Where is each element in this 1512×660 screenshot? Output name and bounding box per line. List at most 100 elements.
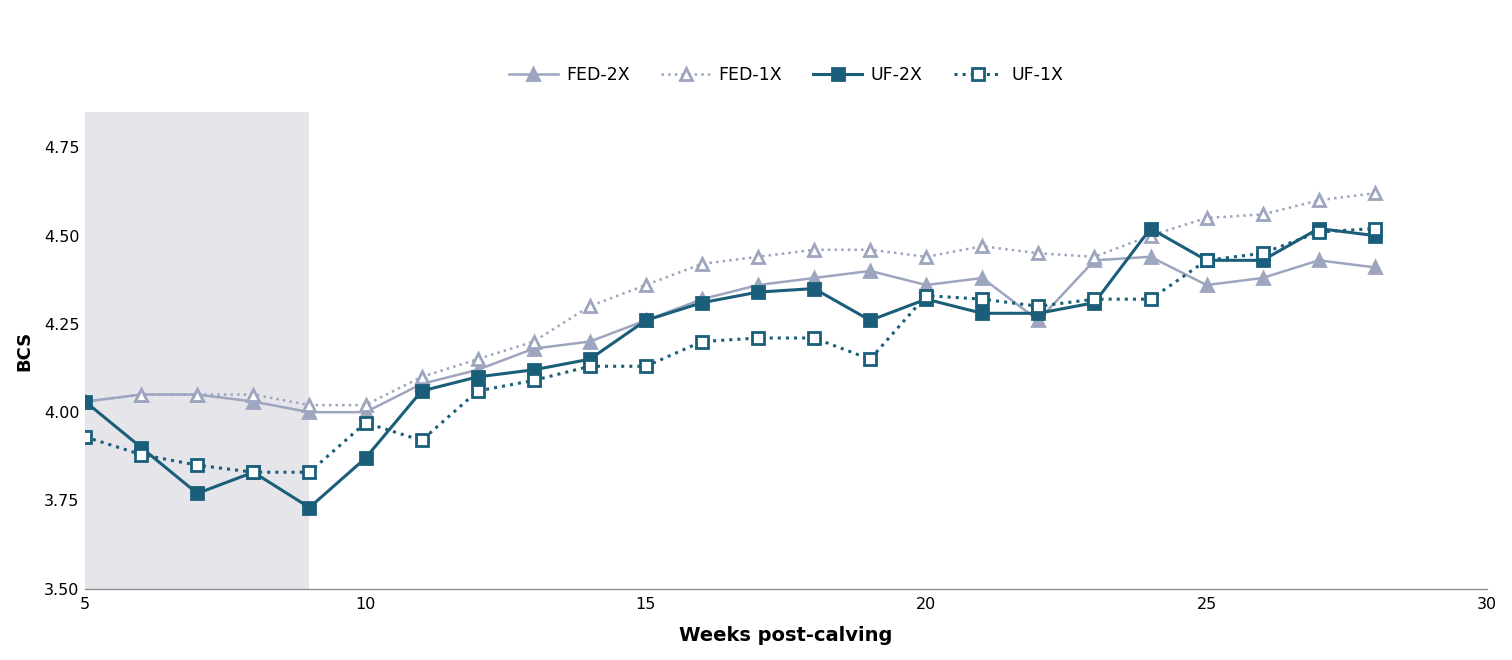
FED-1X (1198, 214, 1216, 222)
UF-2X (187, 490, 206, 498)
FED-1X (413, 373, 431, 381)
UF-1X (862, 355, 880, 363)
FED-1X (1142, 232, 1160, 240)
FED-1X (1030, 249, 1048, 257)
Legend: FED-2X, FED-1X, UF-2X, UF-1X: FED-2X, FED-1X, UF-2X, UF-1X (502, 59, 1070, 90)
FED-2X (918, 281, 936, 289)
UF-2X (1086, 299, 1104, 307)
FED-2X (413, 380, 431, 388)
FED-2X (469, 366, 487, 374)
FED-2X (1198, 281, 1216, 289)
UF-2X (804, 284, 823, 292)
FED-2X (132, 391, 150, 399)
FED-1X (918, 253, 936, 261)
FED-2X (357, 409, 375, 416)
FED-2X (187, 391, 206, 399)
UF-1X (413, 436, 431, 444)
UF-2X (692, 299, 711, 307)
UF-2X (301, 504, 319, 512)
UF-1X (525, 376, 543, 384)
UF-1X (637, 362, 655, 370)
Line: FED-1X: FED-1X (80, 187, 1380, 411)
UF-1X (357, 419, 375, 427)
FED-2X (974, 274, 992, 282)
FED-2X (581, 338, 599, 346)
FED-1X (974, 242, 992, 250)
FED-2X (301, 409, 319, 416)
FED-1X (862, 246, 880, 253)
UF-2X (918, 295, 936, 303)
FED-1X (1309, 196, 1328, 204)
FED-2X (1030, 316, 1048, 324)
UF-2X (469, 373, 487, 381)
FED-1X (804, 246, 823, 253)
UF-2X (748, 288, 767, 296)
UF-2X (1142, 224, 1160, 232)
UF-1X (974, 295, 992, 303)
UF-2X (1365, 232, 1383, 240)
FED-2X (1142, 253, 1160, 261)
UF-1X (76, 433, 94, 441)
UF-2X (974, 310, 992, 317)
FED-2X (1309, 256, 1328, 264)
Line: UF-1X: UF-1X (79, 222, 1380, 478)
UF-2X (132, 444, 150, 451)
FED-2X (76, 397, 94, 405)
FED-2X (245, 397, 263, 405)
FED-2X (1365, 263, 1383, 271)
FED-2X (637, 316, 655, 324)
UF-1X (1253, 249, 1272, 257)
Bar (85, 112, 310, 589)
FED-1X (525, 338, 543, 346)
FED-1X (245, 391, 263, 399)
FED-2X (1086, 256, 1104, 264)
FED-1X (132, 391, 150, 399)
FED-2X (692, 295, 711, 303)
FED-2X (862, 267, 880, 275)
UF-1X (187, 461, 206, 469)
FED-1X (187, 391, 206, 399)
FED-1X (301, 401, 319, 409)
X-axis label: Weeks post-calving: Weeks post-calving (679, 626, 892, 645)
UF-2X (245, 468, 263, 476)
FED-2X (804, 274, 823, 282)
FED-1X (581, 302, 599, 310)
UF-1X (581, 362, 599, 370)
FED-1X (469, 355, 487, 363)
UF-2X (1253, 256, 1272, 264)
Line: UF-2X: UF-2X (79, 222, 1380, 513)
UF-1X (748, 334, 767, 342)
UF-2X (637, 316, 655, 324)
UF-1X (132, 451, 150, 459)
UF-1X (918, 292, 936, 300)
UF-1X (245, 468, 263, 476)
UF-1X (804, 334, 823, 342)
UF-2X (1309, 224, 1328, 232)
UF-2X (581, 355, 599, 363)
Y-axis label: BCS: BCS (15, 330, 33, 370)
Line: FED-2X: FED-2X (80, 251, 1380, 418)
UF-1X (1086, 295, 1104, 303)
UF-1X (1030, 302, 1048, 310)
FED-2X (748, 281, 767, 289)
FED-1X (1253, 211, 1272, 218)
UF-1X (1142, 295, 1160, 303)
UF-2X (357, 454, 375, 462)
FED-1X (637, 281, 655, 289)
FED-2X (1253, 274, 1272, 282)
UF-2X (76, 397, 94, 405)
UF-2X (862, 316, 880, 324)
UF-1X (1309, 228, 1328, 236)
FED-1X (76, 397, 94, 405)
UF-1X (469, 387, 487, 395)
UF-1X (1198, 256, 1216, 264)
UF-2X (413, 387, 431, 395)
FED-1X (357, 401, 375, 409)
FED-1X (1365, 189, 1383, 197)
FED-2X (525, 345, 543, 352)
UF-2X (1198, 256, 1216, 264)
UF-2X (1030, 310, 1048, 317)
FED-1X (1086, 253, 1104, 261)
UF-1X (692, 338, 711, 346)
UF-1X (1365, 224, 1383, 232)
